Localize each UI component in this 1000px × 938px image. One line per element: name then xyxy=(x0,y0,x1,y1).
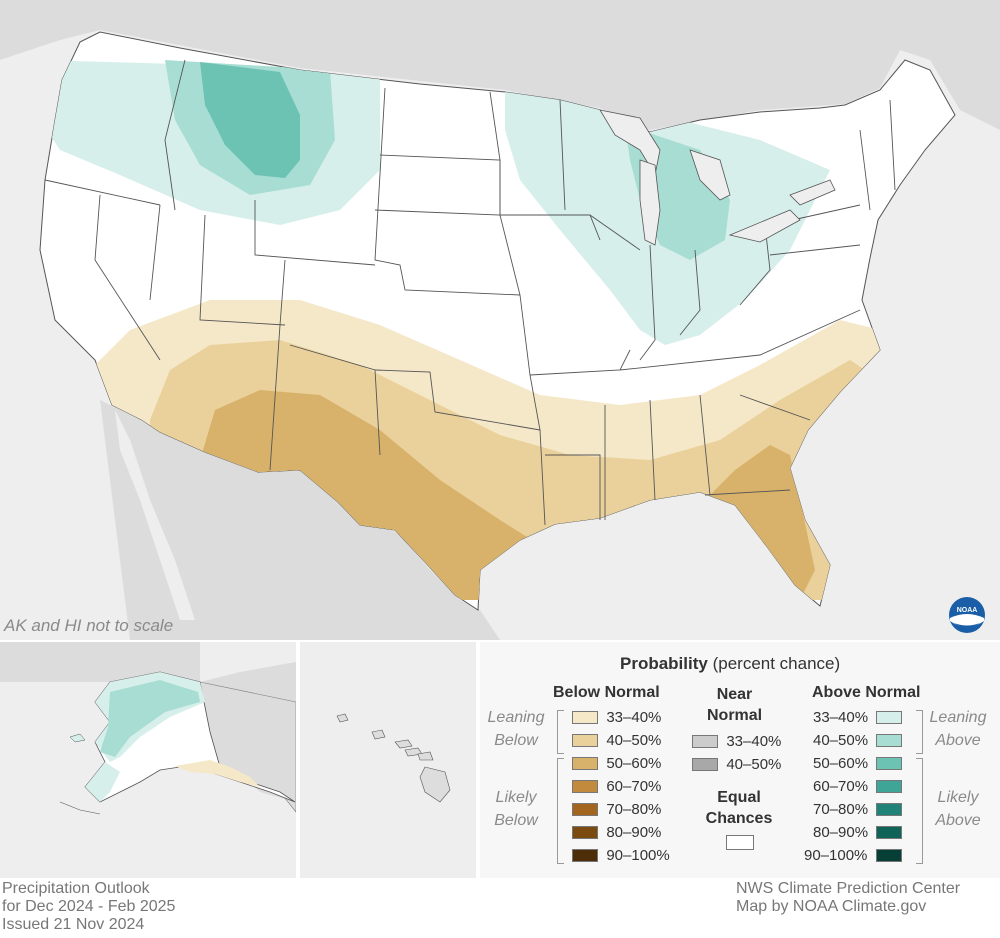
svg-text:NOAA: NOAA xyxy=(957,607,978,614)
above-swatch-5 xyxy=(876,802,903,816)
below-swatch-7 xyxy=(572,848,598,862)
likely-above-label: Likely Above xyxy=(926,786,990,832)
near-label-1: 33–40% xyxy=(726,732,782,750)
near-row-2: 40–50% xyxy=(692,754,781,774)
above-swatch-4 xyxy=(876,779,903,793)
above-row-6: 80–90% xyxy=(813,822,903,842)
hawaii-map xyxy=(300,642,476,878)
legend: Probability (percent chance) Below Norma… xyxy=(480,642,1000,878)
above-swatch-6 xyxy=(876,825,903,839)
near-swatch-1 xyxy=(692,734,718,748)
leaning-below-line2: Below xyxy=(494,732,538,749)
alaska-map xyxy=(0,642,296,878)
likely-below-line2: Below xyxy=(494,812,538,829)
below-row-7: 90–100% xyxy=(572,845,670,865)
equal-chances-swatch xyxy=(726,835,754,850)
near-header-line2: Normal xyxy=(707,707,763,724)
credit-cpc: NWS Climate Prediction Center xyxy=(736,880,961,897)
near-row-1: 33–40% xyxy=(692,731,781,751)
likely-below-line1: Likely xyxy=(495,789,537,806)
equal-chances-line2: Chances xyxy=(705,810,773,827)
footer-left: Precipitation Outlook for Dec 2024 - Feb… xyxy=(2,880,175,934)
legend-title-bold: Probability xyxy=(620,654,708,673)
conus-map-svg xyxy=(0,0,1000,640)
above-label-6: 80–90% xyxy=(813,823,869,841)
near-normal-header: Near Normal xyxy=(707,684,762,726)
above-row-7: 90–100% xyxy=(804,845,902,865)
footer-right: NWS Climate Prediction Center Map by NOA… xyxy=(736,880,960,916)
leaning-above-label: Leaning Above xyxy=(926,706,990,752)
outlook-title: Precipitation Outlook xyxy=(2,880,150,897)
above-swatch-1 xyxy=(876,710,903,724)
outlook-period: for Dec 2024 - Feb 2025 xyxy=(2,898,176,915)
above-label-5: 70–80% xyxy=(813,800,869,818)
credit-climate-gov: Map by NOAA Climate.gov xyxy=(736,898,927,915)
leaning-below-label: Leaning Below xyxy=(486,706,546,752)
below-row-2: 40–50% xyxy=(572,730,661,750)
likely-above-bracket xyxy=(916,758,923,864)
above-label-3: 50–60% xyxy=(813,754,869,772)
alaska-map-svg xyxy=(0,642,296,878)
likely-above-line1: Likely xyxy=(937,789,979,806)
below-swatch-5 xyxy=(572,802,598,816)
below-row-3: 50–60% xyxy=(572,753,661,773)
below-row-5: 70–80% xyxy=(572,799,661,819)
likely-above-line2: Above xyxy=(935,812,981,829)
below-label-4: 60–70% xyxy=(606,777,662,795)
leaning-above-bracket xyxy=(916,710,923,754)
below-label-5: 70–80% xyxy=(606,800,662,818)
below-label-3: 50–60% xyxy=(606,754,662,772)
likely-below-label: Likely Below xyxy=(486,786,546,832)
below-label-6: 80–90% xyxy=(606,823,662,841)
above-label-7: 90–100% xyxy=(804,846,868,864)
above-row-5: 70–80% xyxy=(813,799,903,819)
legend-title: Probability (percent chance) xyxy=(620,654,840,674)
near-swatch-2 xyxy=(692,757,718,771)
leaning-below-line1: Leaning xyxy=(487,709,545,726)
above-swatch-3 xyxy=(876,756,903,770)
below-label-2: 40–50% xyxy=(606,731,662,749)
noaa-logo: NOAA xyxy=(949,597,985,633)
below-normal-header: Below Normal xyxy=(553,684,660,701)
leaning-above-line1: Leaning xyxy=(929,709,987,726)
equal-chances-line1: Equal xyxy=(717,789,761,806)
below-swatch-3 xyxy=(572,756,598,770)
below-label-7: 90–100% xyxy=(606,846,670,864)
likely-below-bracket xyxy=(557,758,564,864)
below-swatch-2 xyxy=(572,733,598,747)
not-to-scale-note: AK and HI not to scale xyxy=(4,616,174,635)
equal-chances-header: Equal Chances xyxy=(704,787,774,829)
below-swatch-6 xyxy=(572,825,598,839)
above-row-1: 33–40% xyxy=(813,707,903,727)
above-swatch-7 xyxy=(875,848,902,862)
below-row-1: 33–40% xyxy=(572,707,661,727)
below-swatch-1 xyxy=(572,710,598,724)
above-row-2: 40–50% xyxy=(813,730,903,750)
legend-title-rest: (percent chance) xyxy=(707,654,841,673)
leaning-above-line2: Above xyxy=(935,732,981,749)
below-row-4: 60–70% xyxy=(572,776,661,796)
state-borders xyxy=(44,59,896,526)
below-row-6: 80–90% xyxy=(572,822,661,842)
issued-date: Issued 21 Nov 2024 xyxy=(2,916,145,933)
above-swatch-2 xyxy=(876,733,903,747)
leaning-below-bracket xyxy=(557,710,564,754)
above-row-3: 50–60% xyxy=(813,753,903,773)
above-row-4: 60–70% xyxy=(813,776,903,796)
hawaii-map-svg xyxy=(336,713,451,803)
above-normal-header: Above Normal xyxy=(812,684,921,701)
near-header-line1: Near xyxy=(716,686,753,703)
below-label-1: 33–40% xyxy=(606,708,662,726)
near-label-2: 40–50% xyxy=(726,755,782,773)
below-swatch-4 xyxy=(572,779,598,793)
above-label-4: 60–70% xyxy=(813,777,869,795)
above-label-2: 40–50% xyxy=(813,731,869,749)
conus-map: AK and HI not to scale NOAA xyxy=(0,0,1000,640)
above-label-1: 33–40% xyxy=(813,708,869,726)
